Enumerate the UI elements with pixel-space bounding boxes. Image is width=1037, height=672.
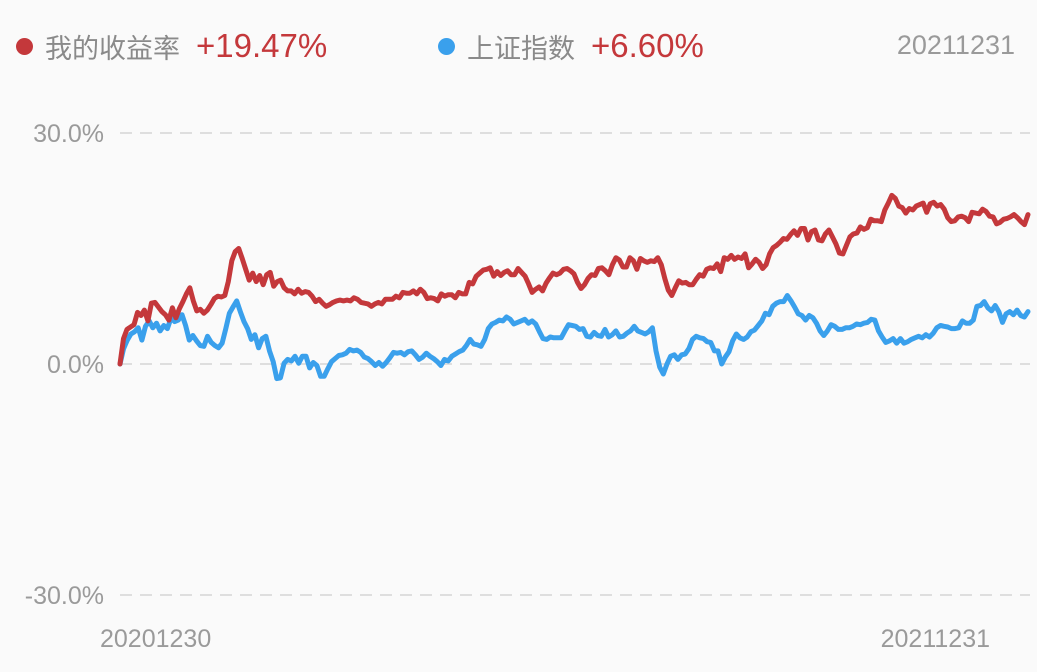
legend-label-sse-index: 上证指数 — [467, 33, 575, 65]
legend-value-my-return: +19.47% — [196, 27, 328, 64]
x-axis-tick-labels: 20201230 20211231 — [100, 625, 990, 653]
y-tick-label: 0.0% — [47, 351, 104, 379]
x-tick-label: 20201230 — [100, 625, 211, 653]
legend: 我的收益率 +19.47% 上证指数 +6.60% 20211231 — [0, 0, 1037, 90]
series-lines — [117, 192, 1031, 382]
red-dot-icon — [16, 37, 33, 55]
series-line-sse-index[interactable] — [117, 293, 1031, 382]
header-date: 20211231 — [896, 30, 1015, 60]
blue-dot-icon — [438, 37, 455, 55]
grid-lines — [120, 132, 1030, 596]
y-axis-tick-labels: 30.0% 0.0% -30.0% — [25, 120, 104, 610]
series-line-my-return[interactable] — [117, 192, 1031, 367]
y-tick-label: -30.0% — [25, 582, 104, 610]
y-tick-label: 30.0% — [33, 120, 104, 148]
x-tick-label: 20211231 — [881, 625, 990, 653]
legend-label-my-return: 我的收益率 — [45, 33, 180, 65]
legend-value-sse-index: +6.60% — [591, 27, 704, 64]
legend-item-sse-index[interactable]: 上证指数 +6.60% — [438, 26, 704, 66]
legend-item-my-return[interactable]: 我的收益率 +19.47% — [16, 26, 327, 66]
